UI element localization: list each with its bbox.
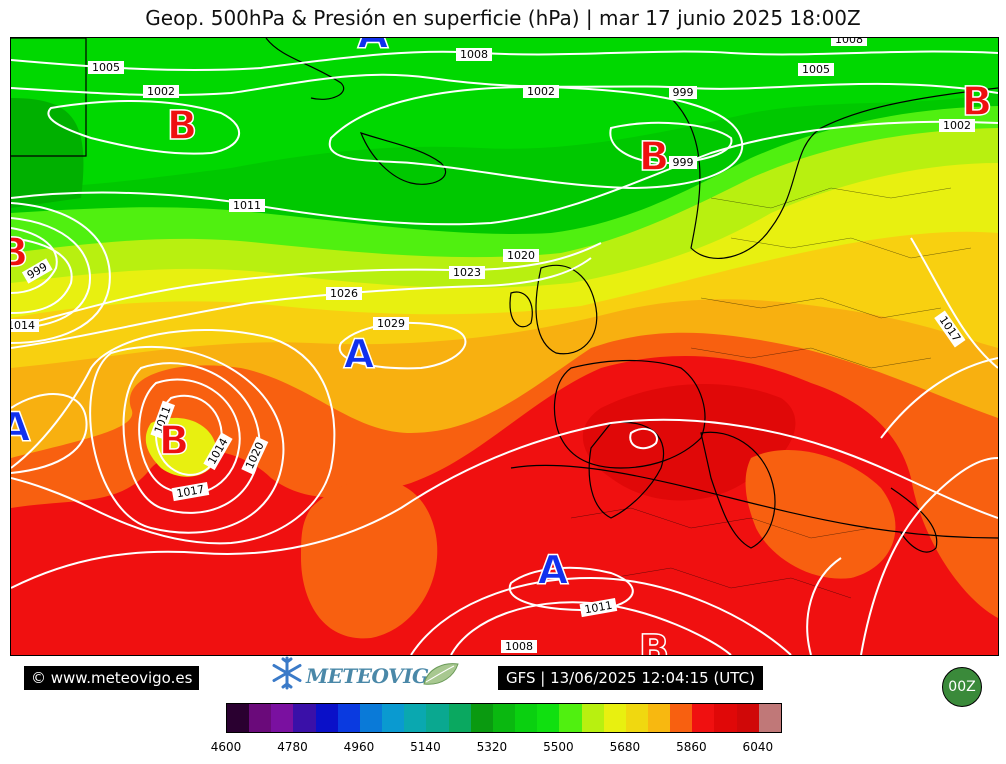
colorbar-swatch [537,704,560,732]
map-canvas: 1005 1002 1008 1002 999 1008 1005 1002 9… [11,38,998,655]
colorbar-swatch [492,704,516,732]
colorbar-swatch [581,704,604,732]
colorbar-tick-label: 5320 [476,740,508,754]
high-pressure-center: A [538,548,569,594]
band-5880-island [301,479,438,639]
coastlines [11,38,998,553]
colorbar-tick-label: 6040 [742,740,774,754]
colorbar-swatch [559,704,582,732]
colorbar-swatch [603,704,626,732]
map-title: Geop. 500hPa & Presión en superficie (hP… [145,6,861,30]
low-pressure-center: B [639,627,670,655]
isobar-label: 1005 [92,61,120,74]
model-run-info: GFS | 13/06/2025 12:04:15 (UTC) [498,666,763,690]
band-5880-east [745,449,896,579]
low-pressure-center: B [11,230,28,276]
colorbar-swatch [647,704,671,732]
isobar-label: 999 [673,156,694,169]
isobar-label: 1020 [507,249,535,262]
colorbar-swatch [271,704,294,732]
isobar-label: 1011 [233,199,261,212]
isobar-label: 1023 [453,266,481,279]
colorbar-tick-label: 5860 [676,740,707,754]
isobar-label: 1014 [11,319,35,332]
colorbar-swatch [515,704,538,732]
leaf-icon [423,663,459,685]
isobar-label: 1008 [460,48,488,61]
colorbar [226,703,782,733]
pressure-centers: A B B B B A A B A B [11,38,993,655]
band-5520 [11,38,998,188]
logo-text: METEOVIGO [306,664,446,688]
colorbar-tick-label: 5680 [609,740,641,754]
low-pressure-center: B [167,103,198,149]
colorbar-swatch [736,704,759,732]
high-pressure-center: A [358,38,389,58]
low-pressure-center: B [639,134,670,180]
isobar-label: 1026 [330,287,358,300]
colorbar-swatch [249,704,272,732]
high-pressure-center: A [344,332,375,378]
colorbar-tick-label: 4780 [277,740,308,754]
run-cycle-badge[interactable]: 00Z [942,667,982,707]
isobar-label: 999 [673,86,694,99]
colorbar-tick-label: 5140 [410,740,441,754]
colorbar-swatch [670,704,693,732]
meteovigo-logo: METEOVIGO [268,654,468,696]
colorbar-swatch [293,704,316,732]
colorbar-tick-label: 5500 [543,740,574,754]
band-5440 [11,98,84,208]
colorbar-swatch [714,704,737,732]
colorbar-tick-label: 4960 [343,740,375,754]
country-borders [570,187,972,599]
colorbar-swatch [359,704,383,732]
colorbar-swatch [448,704,471,732]
colorbar-swatch [470,704,493,732]
isobar-label: 1011 [583,599,613,617]
isobar-label: 1017 [175,483,205,501]
colorbar-swatch [382,704,405,732]
low-pressure-center: B [962,79,993,125]
colorbar-swatch [426,704,449,732]
isobar-label: 1002 [943,119,971,132]
colorbar-swatch [337,704,360,732]
colorbar-ticks: 4600 4780 4960 5140 5320 5500 5680 5860 6040 [211,740,782,756]
isobar-label: 1005 [802,63,830,76]
band-5940 [582,384,796,501]
isobar-label: 1002 [147,85,175,98]
snowflake-icon [272,656,302,690]
colorbar-swatch [692,704,715,732]
colorbar-swatch [625,704,648,732]
isobar-label: 1008 [505,640,533,653]
isobar-label: 1008 [835,38,863,46]
colorbar-swatch [315,704,338,732]
isobar-labels: 1005 1002 1008 1002 999 1008 1005 1002 9… [11,38,975,653]
colorbar-swatch [404,704,427,732]
colorbar-swatch [227,704,250,732]
isobar-label: 1002 [527,85,555,98]
colorbar-tick-label: 4600 [210,740,242,754]
low-pressure-center: B [159,418,190,464]
high-pressure-center: A [11,405,31,451]
isobar-label: 1029 [377,317,405,330]
colorbar-swatch [758,704,781,732]
copyright-label: © www.meteovigo.es [24,666,200,690]
weather-map: 1005 1002 1008 1002 999 1008 1005 1002 9… [10,37,999,656]
